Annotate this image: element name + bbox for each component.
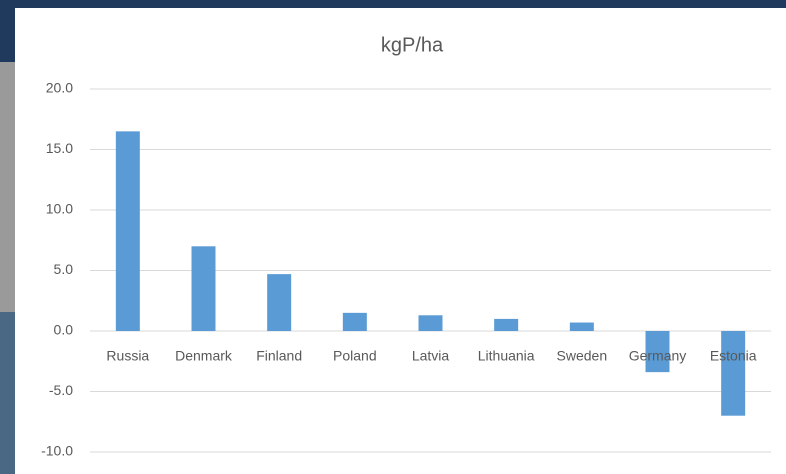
slide-strip xyxy=(0,312,15,474)
x-tick-label: Estonia xyxy=(710,348,757,364)
x-tick-label: Denmark xyxy=(175,348,233,364)
chart-title: kgP/ha xyxy=(381,34,444,56)
y-tick-label: 20.0 xyxy=(46,80,73,96)
y-tick-label: 10.0 xyxy=(46,201,73,217)
x-tick-label: Latvia xyxy=(412,348,450,364)
bar xyxy=(267,274,292,331)
y-tick-label: 5.0 xyxy=(54,261,74,277)
y-tick-label: -5.0 xyxy=(49,382,73,398)
x-tick-label: Lithuania xyxy=(478,348,535,364)
bar xyxy=(494,318,519,331)
x-tick-label: Finland xyxy=(256,348,302,364)
slide-strip xyxy=(0,62,15,312)
bar xyxy=(342,312,367,331)
bar xyxy=(645,331,670,373)
x-tick-label: Poland xyxy=(333,348,377,364)
x-tick-label: Russia xyxy=(106,348,149,364)
chart-area xyxy=(15,8,786,474)
bar xyxy=(721,331,746,416)
x-tick-label: Sweden xyxy=(557,348,608,364)
y-tick-label: 15.0 xyxy=(46,140,73,156)
y-tick-label: 0.0 xyxy=(54,322,74,338)
y-tick-label: -10.0 xyxy=(41,443,73,459)
bar xyxy=(115,131,140,331)
bar xyxy=(418,315,443,331)
bar xyxy=(191,246,216,331)
x-tick-label: Germany xyxy=(629,348,687,364)
bar xyxy=(569,322,594,331)
